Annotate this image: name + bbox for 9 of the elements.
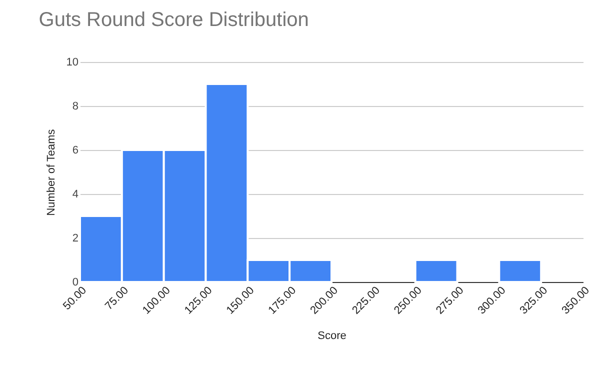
y-tick-label: 6 xyxy=(72,144,78,156)
y-tick-label: 8 xyxy=(72,100,78,112)
y-tick-label: 10 xyxy=(66,56,78,68)
y-tick-label: 2 xyxy=(72,232,78,244)
y-tick-label: 0 xyxy=(72,276,78,288)
chart-title: Guts Round Score Distribution xyxy=(38,9,309,31)
y-axis-title: Number of Teams xyxy=(45,128,58,216)
x-axis-title: Score xyxy=(318,330,346,342)
y-tick-label: 4 xyxy=(72,188,78,200)
